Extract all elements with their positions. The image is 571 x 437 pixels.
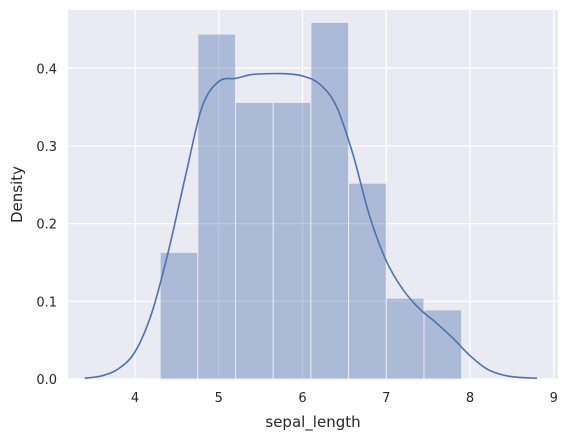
y-axis-label: Density — [8, 166, 26, 223]
gridlines — [68, 10, 558, 380]
histogram-bars — [159, 21, 463, 380]
histogram-bar — [159, 251, 199, 380]
x-tick-label: 9 — [550, 391, 558, 406]
y-tick-label: 0.3 — [36, 140, 57, 155]
y-tick-label: 0.2 — [36, 218, 57, 233]
x-tick-labels: 4 5 6 7 8 9 — [131, 391, 558, 406]
histogram-bar — [423, 309, 463, 380]
histogram-bar — [235, 101, 274, 380]
histogram-bar — [385, 297, 425, 380]
x-axis-label: sepal_length — [265, 413, 360, 432]
x-tick-label: 7 — [382, 391, 390, 406]
x-tick-label: 4 — [131, 391, 139, 406]
kde-curve — [84, 72, 538, 380]
y-tick-label: 0.1 — [36, 295, 57, 310]
histogram-bar — [272, 101, 312, 380]
x-tick-label: 6 — [298, 391, 306, 406]
x-tick-label: 5 — [215, 391, 223, 406]
histogram-bar — [348, 182, 387, 380]
y-tick-label: 0.4 — [36, 62, 57, 77]
histogram-bar — [310, 21, 350, 380]
y-tick-labels: 0.0 0.1 0.2 0.3 0.4 — [36, 62, 57, 388]
x-tick-label: 8 — [466, 391, 474, 406]
histogram-bar — [197, 33, 237, 380]
y-tick-label: 0.0 — [36, 373, 57, 388]
